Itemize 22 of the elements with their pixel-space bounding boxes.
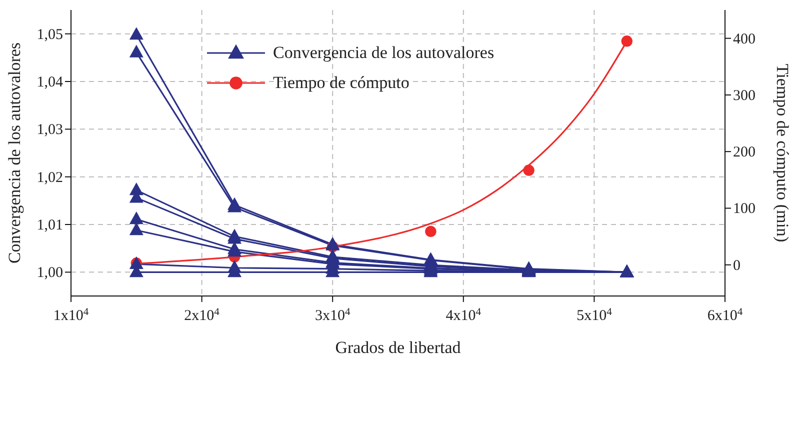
x-tick-label: 4x10$^{4}$ (446, 306, 482, 324)
y2-tick-label: 300 (733, 88, 756, 104)
y2-tick-label: 100 (733, 201, 756, 218)
y-tick-label: 1,02 (36, 170, 63, 186)
y2-tick-label: 0 (733, 258, 740, 274)
y2-axis-title: Tiempo de cómputo (min) (772, 64, 792, 242)
x-axis-title: Grados de libertad (335, 338, 462, 357)
x-tick-label: 2x10$^{4}$ (184, 306, 220, 324)
y-axis-title: Convergencia de los autovalores (5, 42, 24, 264)
x-tick-label: 1x10$^{4}$ (53, 306, 90, 324)
x-tick-label: 3x10$^{4}$ (314, 306, 351, 324)
x-tick-label: 5x10$^{4}$ (576, 306, 613, 324)
y-tick-label: 1,01 (36, 218, 63, 234)
y2-tick-label: 200 (733, 144, 756, 161)
y2-tick-label: 400 (733, 31, 756, 48)
y-tick-label: 1,03 (36, 122, 63, 138)
y-tick-label: 1,00 (36, 265, 63, 282)
y-tick-label: 1,05 (36, 26, 63, 43)
legend-label: Tiempo de cómputo (273, 73, 410, 92)
y-tick-label: 1,04 (36, 74, 64, 90)
legend-label: Convergencia de los autovalores (273, 43, 494, 62)
x-tick-label: 6x10$^{4}$ (707, 306, 744, 324)
